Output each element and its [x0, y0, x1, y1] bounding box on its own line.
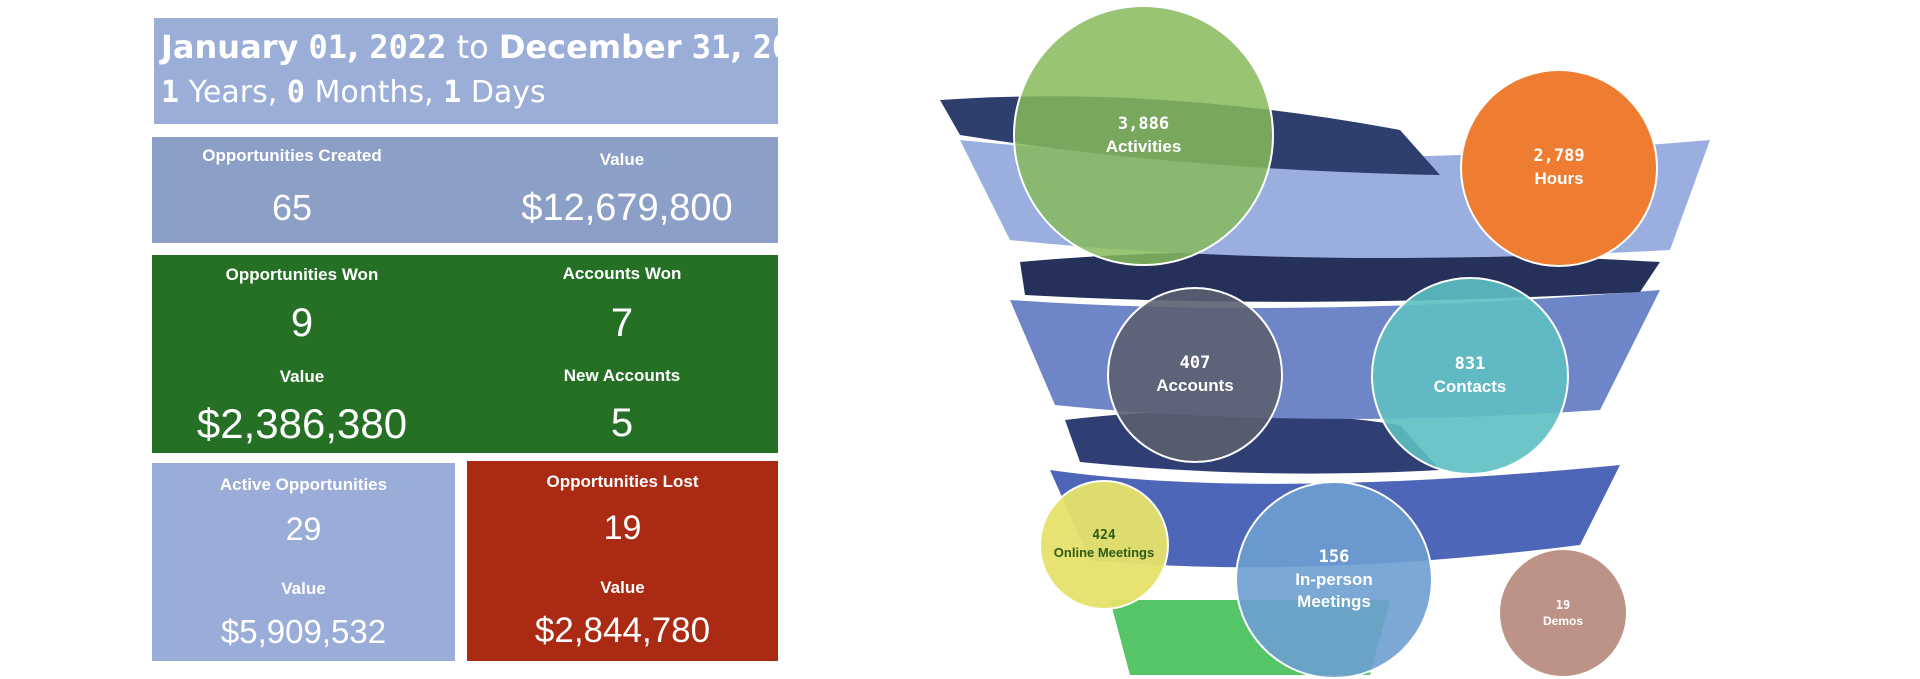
- start-month: January: [161, 28, 299, 66]
- opportunities-won-count: 9: [290, 301, 314, 345]
- inperson-meetings-label-line1: In-person: [1295, 569, 1373, 589]
- opportunities-won-panel: Opportunities Won 9 Accounts Won 7 Value…: [152, 255, 778, 453]
- won-value-label: Value: [279, 367, 325, 386]
- contacts-count: 831: [1454, 354, 1486, 375]
- new-accounts-label: New Accounts: [563, 366, 681, 385]
- inperson-meetings-bubble: 156 In-person Meetings: [1235, 481, 1433, 679]
- duration-months-label: Months,: [314, 75, 434, 110]
- opportunities-lost-label: Opportunities Lost: [546, 472, 699, 491]
- active-opportunities-label: Active Opportunities: [219, 475, 388, 494]
- date-range-line: January 01, 2022 to December 31, 2022: [161, 28, 830, 66]
- opportunities-lost-count: 19: [603, 509, 642, 547]
- date-range-panel: January 01, 2022 to December 31, 2022 1 …: [154, 18, 830, 124]
- duration-line: 1 Years, 0 Months, 1 Days: [161, 70, 771, 116]
- opportunities-created-label: Opportunities Created: [202, 146, 382, 165]
- opportunities-created-count: 65: [271, 187, 313, 228]
- contacts-bubble: 831 Contacts: [1371, 277, 1569, 475]
- duration-days: 1: [443, 75, 462, 110]
- created-value: $12,679,800: [521, 187, 733, 229]
- start-day: 01: [308, 28, 347, 66]
- start-year: 2022: [369, 28, 447, 66]
- end-year: 2022: [752, 28, 830, 66]
- online-meetings-count: 424: [1092, 528, 1116, 544]
- opportunities-created-panel: Opportunities Created 65 Value $12,679,8…: [152, 137, 778, 243]
- online-meetings-label: Online Meetings: [1053, 545, 1155, 560]
- activities-bubble: 3,886 Activities: [1013, 5, 1274, 266]
- demos-label: Demos: [1542, 614, 1583, 628]
- demos-bubble: 19 Demos: [1498, 548, 1628, 678]
- hours-count: 2,789: [1533, 146, 1585, 167]
- accounts-won-count: 7: [610, 301, 634, 345]
- active-opportunities-panel: Active Opportunities 29 Value $5,909,532: [152, 463, 455, 661]
- hours-bubble: 2,789 Hours: [1460, 69, 1658, 267]
- lost-value-label: Value: [600, 578, 645, 597]
- duration-months: 0: [286, 75, 305, 110]
- active-opportunities-count: 29: [285, 511, 322, 547]
- hours-label: Hours: [1534, 169, 1584, 188]
- accounts-count: 407: [1179, 353, 1211, 374]
- duration-years-label: Years,: [188, 75, 278, 110]
- end-month: December: [498, 28, 682, 66]
- active-value-label: Value: [281, 579, 326, 598]
- opportunities-won-label: Opportunities Won: [225, 265, 379, 284]
- accounts-label: Accounts: [1156, 376, 1234, 395]
- accounts-won-label: Accounts Won: [562, 264, 682, 283]
- activities-count: 3,886: [1117, 113, 1170, 134]
- duration-days-label: Days: [470, 75, 546, 110]
- activity-funnel: 3,886 Activities 2,789 Hours 407 Account…: [880, 0, 1780, 679]
- end-day: 31: [691, 28, 731, 66]
- created-value-label: Value: [599, 150, 645, 169]
- inperson-meetings-count: 156: [1318, 546, 1350, 567]
- activities-label: Activities: [1105, 136, 1182, 156]
- opportunities-lost-panel: Opportunities Lost 19 Value $2,844,780: [467, 461, 778, 661]
- duration-years: 1: [161, 75, 180, 110]
- won-value: $2,386,380: [196, 400, 408, 447]
- contacts-label: Contacts: [1433, 377, 1507, 396]
- new-accounts-count: 5: [610, 401, 634, 445]
- inperson-meetings-label-line2: Meetings: [1297, 592, 1371, 612]
- lost-value: $2,844,780: [534, 611, 711, 650]
- accounts-bubble: 407 Accounts: [1107, 287, 1283, 463]
- to-word: to: [456, 28, 489, 66]
- demos-count: 19: [1555, 597, 1571, 612]
- active-value: $5,909,532: [220, 613, 387, 650]
- online-meetings-bubble: 424 Online Meetings: [1039, 480, 1169, 610]
